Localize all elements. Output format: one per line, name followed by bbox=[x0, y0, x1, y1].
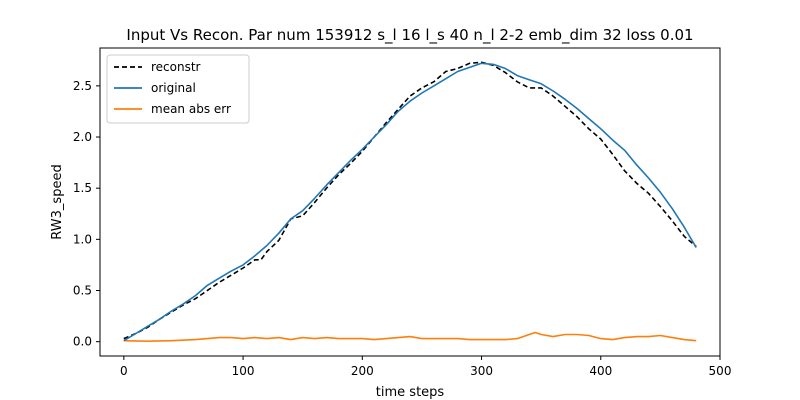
x-tick-label: 0 bbox=[120, 364, 128, 378]
legend-label: reconstr bbox=[151, 60, 201, 74]
legend-label: original bbox=[151, 81, 196, 95]
y-tick-label: 2.5 bbox=[73, 79, 92, 93]
y-tick-label: 1.0 bbox=[73, 232, 92, 246]
y-tick-label: 0.5 bbox=[73, 284, 92, 298]
legend: reconstr original mean abs err bbox=[106, 54, 250, 124]
x-tick-label: 500 bbox=[709, 364, 732, 378]
plot-series bbox=[123, 61, 697, 343]
y-axis-label: RW3_speed bbox=[50, 164, 65, 239]
y-tick-label: 0.0 bbox=[73, 335, 92, 349]
x-axis-label: time steps bbox=[376, 385, 445, 400]
legend-box bbox=[106, 54, 250, 124]
series-line-mean-abs-err bbox=[123, 331, 697, 343]
series-line-original bbox=[123, 62, 697, 342]
axis-ticks: 0 100 200 300 400 500 0.0 0.5 1.0 1.5 2.0 2.5 bbox=[73, 79, 732, 378]
x-tick-label: 400 bbox=[589, 364, 612, 378]
legend-label: mean abs err bbox=[151, 102, 231, 116]
series-line-reconstr bbox=[123, 61, 697, 340]
x-tick-label: 300 bbox=[470, 364, 493, 378]
x-tick-label: 200 bbox=[351, 364, 374, 378]
plot-frame bbox=[99, 47, 721, 357]
y-tick-label: 1.5 bbox=[73, 181, 92, 195]
x-tick-label: 100 bbox=[232, 364, 255, 378]
y-tick-label: 2.0 bbox=[73, 130, 92, 144]
chart-title: Input Vs Recon. Par num 153912 s_l 16 l_… bbox=[126, 26, 693, 45]
